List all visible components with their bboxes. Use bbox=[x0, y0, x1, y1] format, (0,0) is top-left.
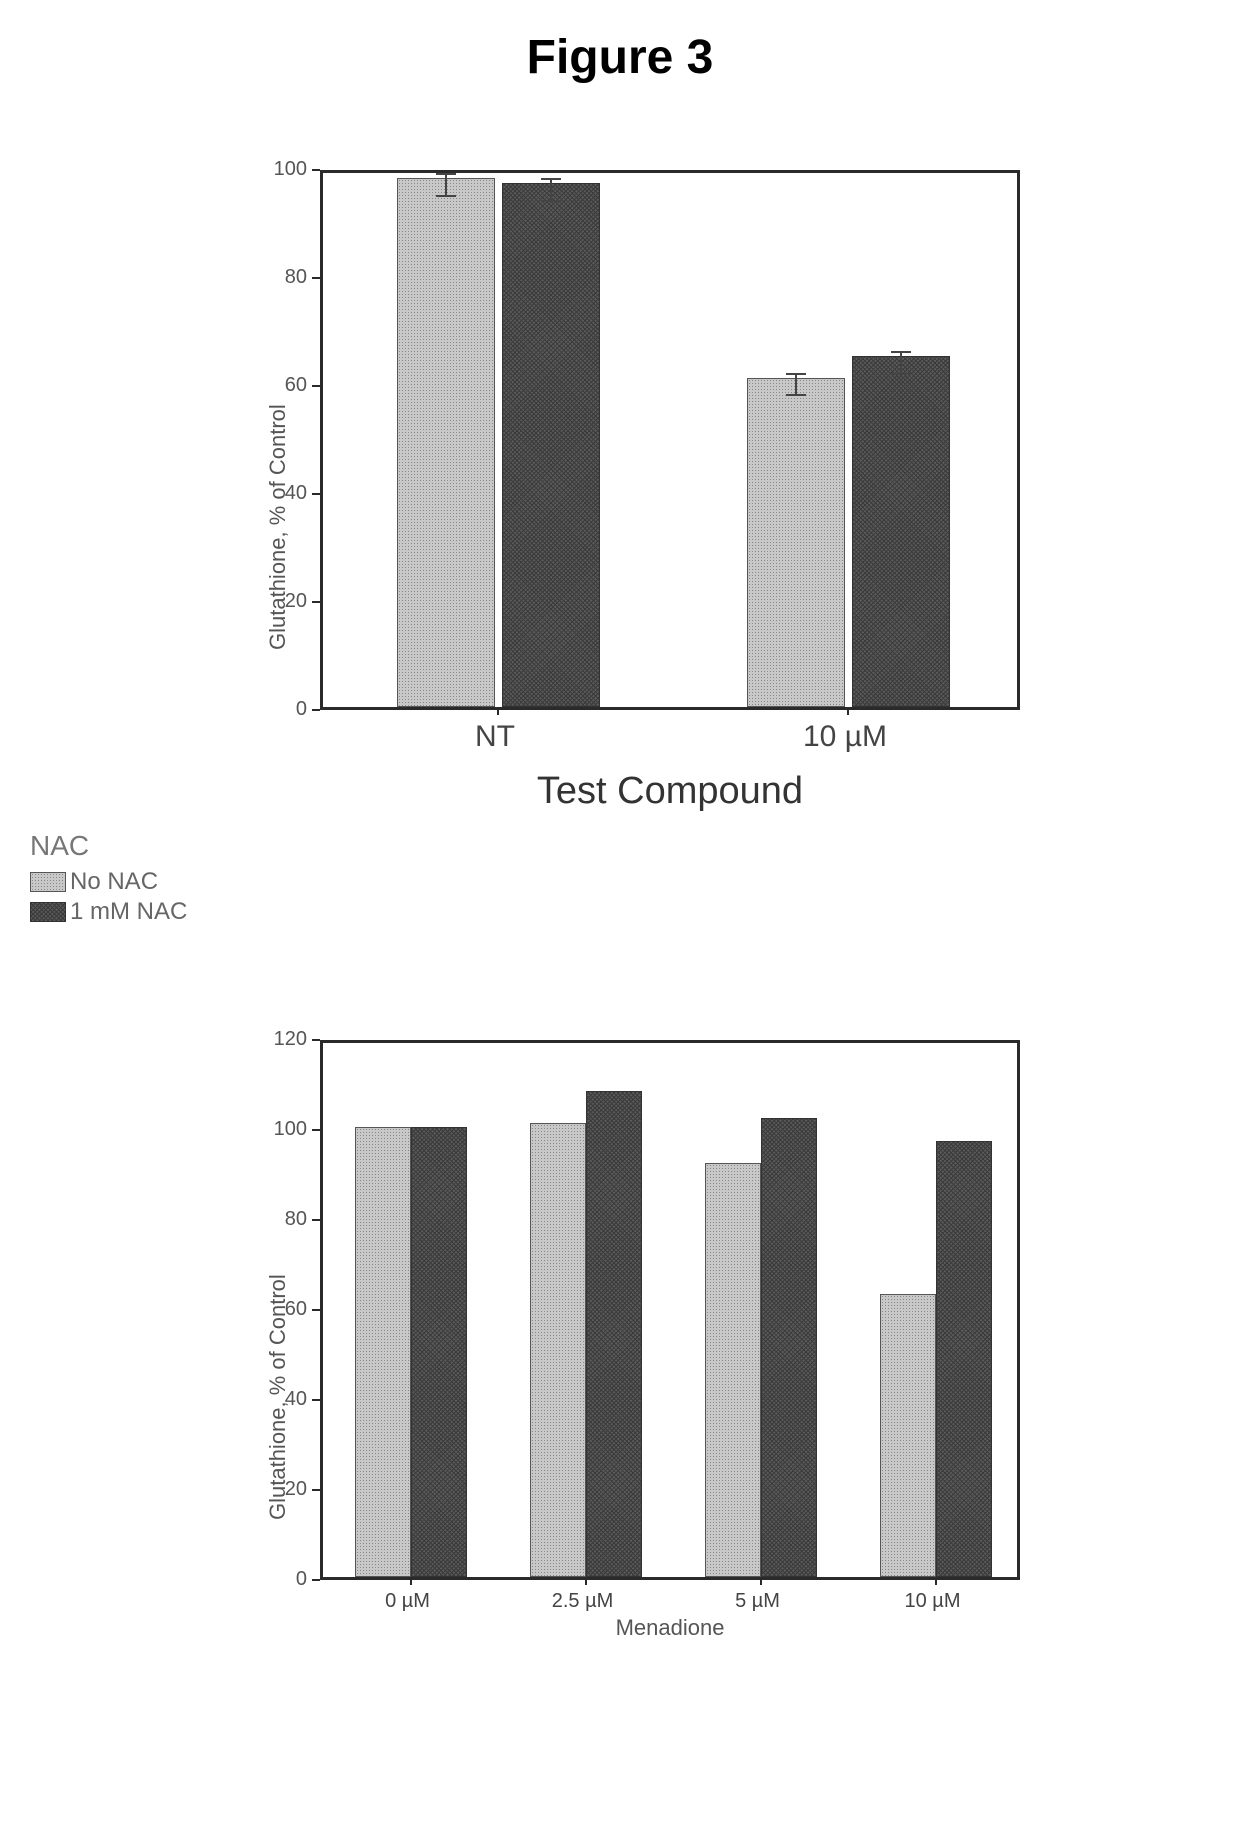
xtick-mark bbox=[497, 707, 499, 715]
legend-item-no-nac: No NAC bbox=[30, 868, 158, 896]
legend-label-1mm-nac: 1 mM NAC bbox=[70, 898, 187, 926]
chart-top-xlabel: Test Compound bbox=[320, 770, 1020, 813]
legend-title: NAC bbox=[30, 830, 89, 862]
error-cap bbox=[541, 178, 561, 180]
bar-dark bbox=[586, 1091, 642, 1577]
bar-dark bbox=[502, 183, 600, 707]
ytick-mark bbox=[312, 277, 320, 279]
error-bar bbox=[795, 373, 797, 395]
ytick-mark bbox=[312, 1399, 320, 1401]
chart-top-frame bbox=[320, 170, 1020, 710]
bar-dark bbox=[852, 356, 950, 707]
ytick-mark bbox=[312, 493, 320, 495]
ytick-mark bbox=[312, 709, 320, 711]
chart-bottom-xlabel: Menadione bbox=[320, 1615, 1020, 1641]
legend-swatch-dark bbox=[30, 902, 66, 922]
ytick-label: 20 bbox=[265, 1478, 307, 1501]
xtick-mark bbox=[935, 1577, 937, 1585]
ytick-label: 60 bbox=[265, 374, 307, 397]
figure-title: Figure 3 bbox=[0, 30, 1240, 85]
chart-bottom-wrap: Glutathione, % of Control 02040608010012… bbox=[320, 1040, 1020, 1580]
bar-light bbox=[397, 178, 495, 707]
xtick-label: 0 µM bbox=[320, 1590, 495, 1613]
ytick-mark bbox=[312, 1489, 320, 1491]
chart-top-ylabel: Glutathione, % of Control bbox=[265, 404, 291, 650]
xtick-mark bbox=[410, 1577, 412, 1585]
bar-light bbox=[705, 1163, 761, 1577]
xtick-label: NT bbox=[320, 720, 670, 754]
error-cap bbox=[436, 195, 456, 197]
ytick-label: 0 bbox=[265, 698, 307, 721]
xtick-mark bbox=[760, 1577, 762, 1585]
xtick-label: 2.5 µM bbox=[495, 1590, 670, 1613]
bar-dark bbox=[936, 1141, 992, 1578]
chart-top-wrap: Glutathione, % of Control 020406080100 N… bbox=[320, 170, 1020, 710]
bar-light bbox=[747, 378, 845, 707]
ytick-label: 0 bbox=[265, 1568, 307, 1591]
xtick-label: 10 µM bbox=[670, 720, 1020, 754]
error-bar bbox=[550, 178, 552, 200]
ytick-label: 100 bbox=[265, 158, 307, 181]
ytick-mark bbox=[312, 1219, 320, 1221]
ytick-label: 60 bbox=[265, 1298, 307, 1321]
legend-label-no-nac: No NAC bbox=[70, 868, 158, 896]
ytick-mark bbox=[312, 1039, 320, 1041]
xtick-label: 5 µM bbox=[670, 1590, 845, 1613]
error-cap bbox=[786, 394, 806, 396]
error-cap bbox=[891, 351, 911, 353]
error-bar bbox=[900, 351, 902, 373]
bar-light bbox=[880, 1294, 936, 1578]
xtick-label: 10 µM bbox=[845, 1590, 1020, 1613]
legend-item-1mm-nac: 1 mM NAC bbox=[30, 898, 187, 926]
bar-light bbox=[530, 1123, 586, 1578]
ytick-mark bbox=[312, 1309, 320, 1311]
error-cap bbox=[436, 173, 456, 175]
ytick-label: 40 bbox=[265, 482, 307, 505]
xtick-mark bbox=[847, 707, 849, 715]
legend-swatch-light bbox=[30, 872, 66, 892]
bar-light bbox=[355, 1127, 411, 1577]
ytick-label: 80 bbox=[265, 1208, 307, 1231]
ytick-mark bbox=[312, 169, 320, 171]
ytick-label: 100 bbox=[265, 1118, 307, 1141]
ytick-label: 120 bbox=[265, 1028, 307, 1051]
ytick-label: 20 bbox=[265, 590, 307, 613]
bar-dark bbox=[761, 1118, 817, 1577]
ytick-mark bbox=[312, 601, 320, 603]
ytick-mark bbox=[312, 1579, 320, 1581]
bar-dark bbox=[411, 1127, 467, 1577]
ytick-label: 40 bbox=[265, 1388, 307, 1411]
error-cap bbox=[541, 200, 561, 202]
error-cap bbox=[786, 373, 806, 375]
ytick-mark bbox=[312, 385, 320, 387]
ytick-label: 80 bbox=[265, 266, 307, 289]
chart-bottom-frame bbox=[320, 1040, 1020, 1580]
error-bar bbox=[445, 173, 447, 195]
xtick-mark bbox=[585, 1577, 587, 1585]
ytick-mark bbox=[312, 1129, 320, 1131]
error-cap bbox=[891, 373, 911, 375]
